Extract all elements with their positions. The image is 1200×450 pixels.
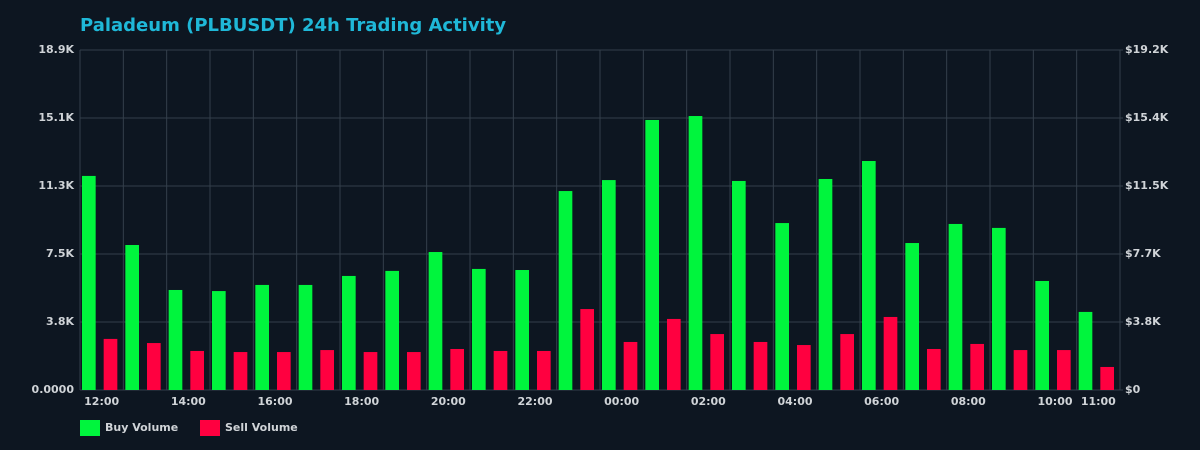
bar xyxy=(233,352,248,390)
bar xyxy=(168,289,183,390)
bar xyxy=(1078,311,1093,390)
y-tick-label: 18.9K xyxy=(38,43,74,56)
bar xyxy=(428,252,443,390)
x-tick-label: 12:00 xyxy=(84,395,119,408)
bar xyxy=(667,318,681,390)
bar xyxy=(623,341,638,390)
bar xyxy=(298,284,313,390)
y2-tick-label: $7.7K xyxy=(1125,247,1161,260)
bar xyxy=(1057,350,1071,390)
bar xyxy=(1013,350,1028,390)
bar xyxy=(1035,280,1049,390)
bar xyxy=(645,119,659,391)
bar xyxy=(840,334,854,390)
bar xyxy=(580,309,594,390)
bar xyxy=(602,180,616,390)
x-tick-label: 06:00 xyxy=(864,395,899,408)
bar xyxy=(363,352,378,390)
y2-tick-label: $3.8K xyxy=(1125,315,1161,328)
bar xyxy=(883,316,898,390)
x-tick-label: 18:00 xyxy=(344,395,379,408)
bar xyxy=(255,284,269,390)
x-tick-label: 00:00 xyxy=(604,395,639,408)
bar xyxy=(775,223,789,390)
bar xyxy=(493,350,508,390)
bar xyxy=(515,270,529,390)
bar xyxy=(818,178,833,390)
bar xyxy=(732,180,746,390)
bar xyxy=(147,343,161,390)
bar xyxy=(103,338,118,390)
bar xyxy=(970,343,984,390)
bar xyxy=(342,275,356,390)
y-tick-label: 15.1K xyxy=(38,111,74,124)
y-tick-label: 11.3K xyxy=(38,179,74,192)
x-tick-label: 22:00 xyxy=(517,395,552,408)
x-tick-label: 08:00 xyxy=(951,395,986,408)
y-tick-label: 7.5K xyxy=(46,247,74,260)
bar xyxy=(927,348,941,390)
legend-label: Sell Volume xyxy=(225,421,298,434)
bar xyxy=(710,334,724,390)
bar xyxy=(82,175,96,390)
bar xyxy=(992,227,1006,390)
y2-tick-label: $0 xyxy=(1125,383,1141,396)
bar xyxy=(190,350,204,390)
y-tick-label: 3.8K xyxy=(46,315,74,328)
bar xyxy=(125,245,139,390)
bar xyxy=(277,352,291,390)
bar xyxy=(753,341,768,390)
chart-title: Paladeum (PLBUSDT) 24h Trading Activity xyxy=(80,15,506,36)
bar xyxy=(537,350,551,390)
bar xyxy=(472,268,486,390)
bar xyxy=(407,352,421,390)
y2-tick-label: $19.2K xyxy=(1125,43,1169,56)
bar xyxy=(948,223,963,390)
bar xyxy=(797,345,811,390)
bar xyxy=(862,160,876,390)
legend-swatch xyxy=(200,420,220,436)
x-tick-label: 14:00 xyxy=(171,395,206,408)
x-tick-label: 02:00 xyxy=(691,395,726,408)
legend-label: Buy Volume xyxy=(105,421,178,434)
bar xyxy=(450,348,464,390)
bar xyxy=(385,270,399,390)
x-tick-label: 04:00 xyxy=(777,395,812,408)
x-tick-label: 20:00 xyxy=(431,395,466,408)
bar xyxy=(320,350,334,390)
y2-tick-label: $15.4K xyxy=(1125,111,1169,124)
bar xyxy=(212,291,226,390)
bar xyxy=(688,116,703,390)
bar xyxy=(1100,366,1114,390)
x-tick-label: 11:00 xyxy=(1081,395,1116,408)
y-tick-label: 0.0000 xyxy=(32,383,75,396)
bar xyxy=(558,191,573,390)
legend-swatch xyxy=(80,420,100,436)
x-tick-label: 10:00 xyxy=(1037,395,1072,408)
y2-tick-label: $11.5K xyxy=(1125,179,1169,192)
x-tick-label: 16:00 xyxy=(257,395,292,408)
bar xyxy=(905,243,919,390)
